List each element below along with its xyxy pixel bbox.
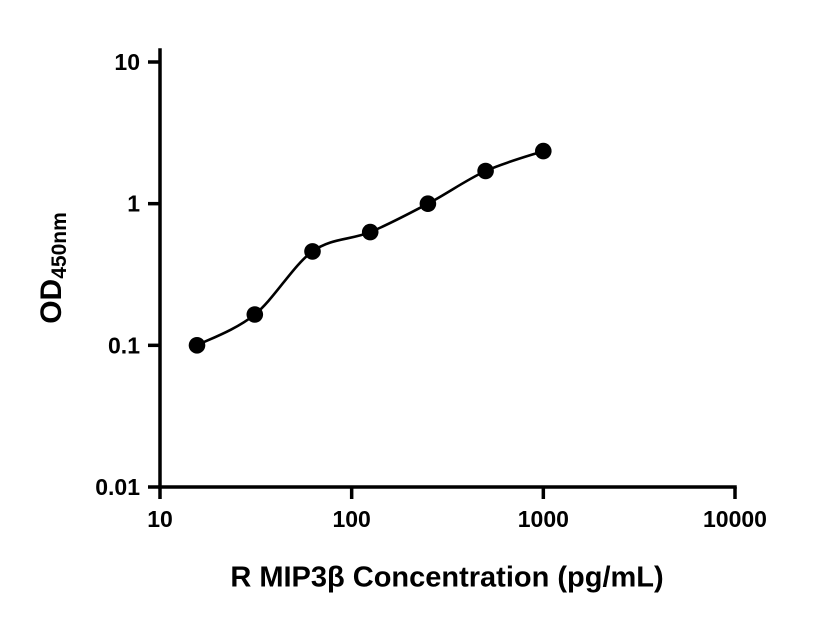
y-axis-title: OD450nm [35, 212, 71, 324]
y-tick-label: 10 [114, 49, 140, 75]
y-axis-title-sub: 450nm [48, 212, 71, 279]
x-tick-label: 10 [147, 506, 173, 532]
data-point [188, 337, 206, 354]
x-axis-title: R MIP3β Concentration (pg/mL) [230, 561, 664, 594]
x-tick-label: 10000 [703, 506, 767, 532]
data-point [535, 142, 552, 160]
data-point [419, 195, 437, 212]
y-tick-label: 0.01 [95, 474, 140, 500]
x-tick-label: 100 [332, 506, 370, 532]
y-tick-label: 0.1 [108, 332, 140, 358]
x-tick-label: 1000 [518, 506, 569, 532]
data-point [361, 223, 379, 241]
y-tick-label: 1 [127, 191, 140, 217]
y-axis-title-main: OD [35, 278, 68, 324]
data-point [304, 243, 321, 260]
data-point [477, 162, 494, 180]
data-point [246, 306, 264, 323]
